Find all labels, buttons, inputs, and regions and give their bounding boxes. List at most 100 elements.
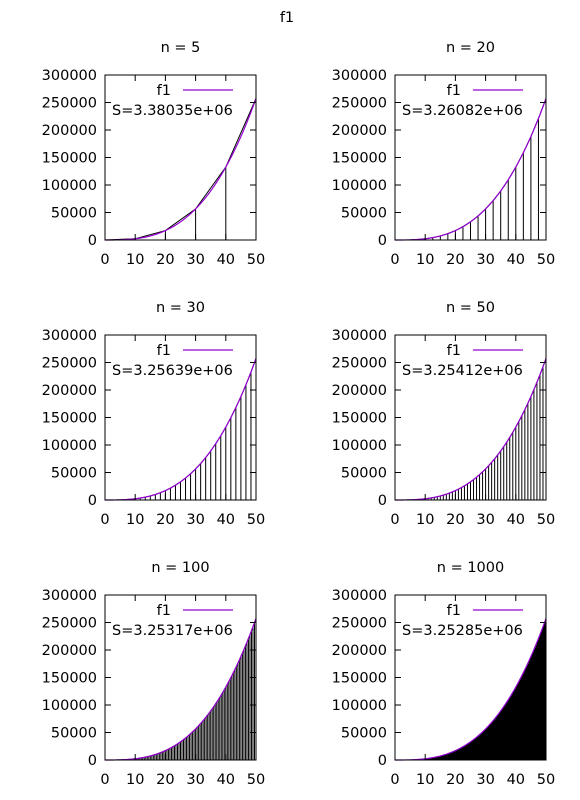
x-tick-label: 0 xyxy=(390,512,399,528)
trapezoid-bars xyxy=(109,372,252,500)
x-tick-label: 10 xyxy=(126,512,144,528)
legend: f1 xyxy=(157,83,233,99)
series-line xyxy=(104,618,257,761)
x-tick-label: 20 xyxy=(156,252,174,268)
annotation-text: S=3.38035e+06 xyxy=(112,103,233,119)
legend-label: f1 xyxy=(157,343,171,359)
chart-panel-2: n = 30 0 50000 100000 150000 200000 250000 3000… xyxy=(42,300,266,528)
x-tick-label: 50 xyxy=(537,772,555,788)
x-tick-label: 30 xyxy=(186,512,204,528)
x-tick-label: 10 xyxy=(416,512,434,528)
y-tick-label: 250000 xyxy=(332,616,387,632)
x-tick-label: 30 xyxy=(186,252,204,268)
legend: f1 xyxy=(447,603,523,619)
trapezoid-outline xyxy=(395,358,547,501)
y-tick-label: 150000 xyxy=(42,411,97,427)
y-tick-label: 150000 xyxy=(42,151,97,167)
y-tick-label: 300000 xyxy=(42,68,97,84)
series-line xyxy=(104,98,257,241)
x-tick-label: 50 xyxy=(247,252,265,268)
y-tick-label: 50000 xyxy=(51,206,97,222)
legend: f1 xyxy=(447,83,523,99)
x-tick-label: 10 xyxy=(126,252,144,268)
y-tick-label: 200000 xyxy=(42,643,97,659)
x-tick-label: 30 xyxy=(476,772,494,788)
plot-frame xyxy=(104,74,257,241)
x-tick-label: 20 xyxy=(446,252,464,268)
panel-title: n = 50 xyxy=(446,300,495,316)
y-tick-label: 300000 xyxy=(42,588,97,604)
x-tick-label: 0 xyxy=(100,252,109,268)
x-tick-label: 10 xyxy=(416,252,434,268)
panel-title: n = 1000 xyxy=(437,560,504,576)
annotation-text: S=3.25317e+06 xyxy=(112,623,233,639)
panel-title: n = 30 xyxy=(156,300,205,316)
x-tick-label: 40 xyxy=(507,512,525,528)
y-tick-label: 0 xyxy=(88,233,97,249)
y-tick-label: 100000 xyxy=(332,178,387,194)
trapezoid-bars xyxy=(402,118,539,240)
y-tick-label: 250000 xyxy=(332,356,387,372)
y-tick-label: 300000 xyxy=(332,588,387,604)
panel-title: n = 5 xyxy=(161,40,201,56)
legend: f1 xyxy=(157,603,233,619)
y-tick-label: 0 xyxy=(378,493,387,509)
y-tick-label: 300000 xyxy=(42,328,97,344)
legend-label: f1 xyxy=(157,603,171,619)
y-tick-label: 200000 xyxy=(42,123,97,139)
y-tick-label: 50000 xyxy=(341,726,387,742)
y-tick-label: 150000 xyxy=(332,411,387,427)
y-tick-label: 300000 xyxy=(332,68,387,84)
legend: f1 xyxy=(157,343,233,359)
x-tick-label: 0 xyxy=(100,772,109,788)
panel-title: n = 100 xyxy=(151,560,209,576)
series-line xyxy=(394,618,547,761)
x-tick-label: 20 xyxy=(156,772,174,788)
y-tick-label: 100000 xyxy=(42,438,97,454)
trapezoid-bars xyxy=(106,622,255,760)
x-tick-label: 50 xyxy=(537,252,555,268)
legend-label: f1 xyxy=(157,83,171,99)
x-tick-label: 0 xyxy=(100,512,109,528)
x-tick-label: 30 xyxy=(186,772,204,788)
x-tick-label: 50 xyxy=(537,512,555,528)
chart-panel-4: n = 100050000100000150000200000250000300… xyxy=(42,560,266,788)
chart-panel-5: n = 1000 0 50000 100000 150000 200000 250000 30… xyxy=(332,560,556,788)
plot-frame xyxy=(104,334,257,501)
x-tick-label: 20 xyxy=(446,772,464,788)
trapezoid-bars xyxy=(397,366,544,500)
y-tick-label: 100000 xyxy=(42,698,97,714)
y-tick-label: 250000 xyxy=(42,616,97,632)
y-tick-label: 300000 xyxy=(332,328,387,344)
x-tick-label: 20 xyxy=(446,512,464,528)
y-tick-label: 50000 xyxy=(51,466,97,482)
y-tick-label: 200000 xyxy=(332,383,387,399)
x-tick-label: 20 xyxy=(156,512,174,528)
y-tick-label: 50000 xyxy=(341,466,387,482)
x-tick-label: 10 xyxy=(126,772,144,788)
x-tick-label: 0 xyxy=(390,252,399,268)
plot-frame xyxy=(394,334,547,501)
y-tick-label: 0 xyxy=(378,753,387,769)
series-line xyxy=(104,358,257,501)
filled-area xyxy=(395,618,546,760)
y-tick-label: 200000 xyxy=(332,123,387,139)
y-tick-label: 150000 xyxy=(332,151,387,167)
x-tick-label: 30 xyxy=(476,252,494,268)
x-tick-label: 40 xyxy=(217,772,235,788)
x-tick-label: 40 xyxy=(217,252,235,268)
x-tick-label: 30 xyxy=(476,512,494,528)
y-tick-label: 250000 xyxy=(42,356,97,372)
y-tick-label: 50000 xyxy=(51,726,97,742)
y-tick-label: 100000 xyxy=(332,438,387,454)
chart-panel-0: n = 5 0 50000 100000 150000 200000 250000 30000… xyxy=(42,40,266,268)
y-tick-label: 0 xyxy=(88,753,97,769)
trapezoid-bars xyxy=(134,167,227,240)
series-line xyxy=(394,358,547,501)
y-tick-label: 200000 xyxy=(42,383,97,399)
figure-title: f1 xyxy=(280,10,294,26)
y-tick-label: 0 xyxy=(88,493,97,509)
chart-panel-3: n = 50 0 50000 100000 150000 200000 250000 3000… xyxy=(332,300,556,528)
y-tick-label: 150000 xyxy=(332,671,387,687)
